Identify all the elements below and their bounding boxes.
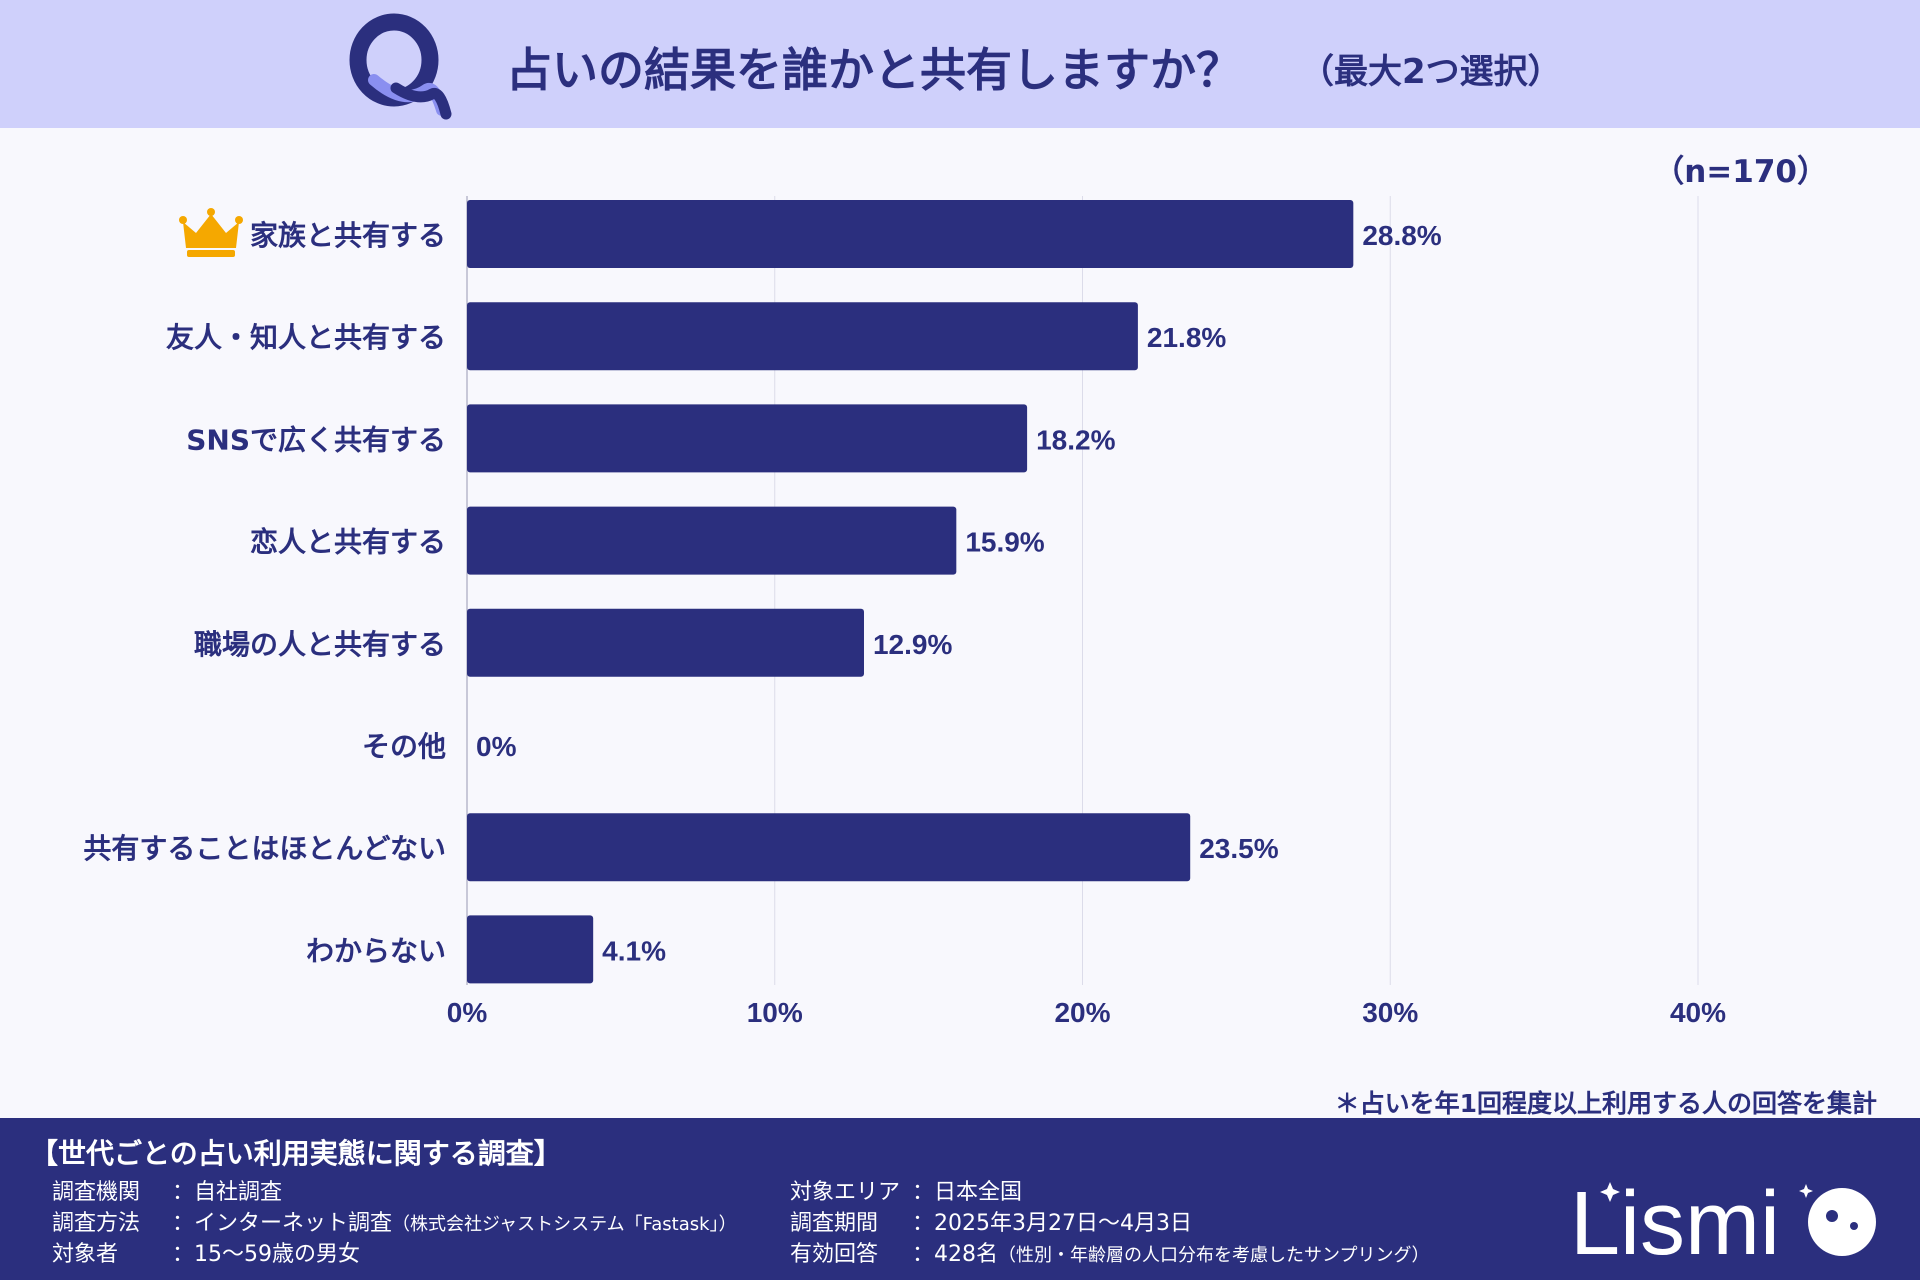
bar bbox=[467, 404, 1028, 473]
info-value: ：428名（性別・年齢層の人口分布を考慮したサンプリング） bbox=[912, 1242, 1430, 1267]
category-label: 職場の人と共有する bbox=[194, 628, 446, 661]
x-tick-label: 20% bbox=[1054, 997, 1110, 1028]
bar bbox=[467, 915, 594, 984]
info-value: ：インターネット調査（株式会社ジャストシステム「Fastask」） bbox=[172, 1211, 737, 1236]
value-label: 0% bbox=[476, 731, 517, 762]
value-label: 21.8% bbox=[1147, 322, 1226, 353]
bar bbox=[467, 608, 864, 677]
q-letter-icon bbox=[349, 13, 452, 120]
category-label: 友人・知人と共有する bbox=[166, 321, 446, 354]
value-label: 23.5% bbox=[1199, 833, 1278, 864]
value-label: 4.1% bbox=[602, 935, 666, 966]
x-tick-label: 0% bbox=[447, 997, 488, 1028]
x-tick-label: 10% bbox=[747, 997, 803, 1028]
category-label: 家族と共有する bbox=[250, 219, 446, 252]
info-key: 調査方法 bbox=[52, 1211, 141, 1236]
bar bbox=[467, 200, 1354, 268]
x-tick-label: 40% bbox=[1670, 997, 1726, 1028]
lismi-logo: Lismi bbox=[1570, 1174, 1876, 1270]
header-banner: 占いの結果を誰かと共有しますか？ （最大2つ選択） bbox=[0, 0, 1920, 128]
question-title: 占いの結果を誰かと共有しますか？ bbox=[506, 43, 1242, 97]
bar bbox=[467, 302, 1138, 371]
value-label: 12.9% bbox=[873, 629, 952, 660]
info-key: 調査機関 bbox=[52, 1180, 141, 1205]
category-label: その他 bbox=[362, 730, 446, 763]
info-key: 有効回答 bbox=[790, 1242, 879, 1267]
category-label: 共有することはほとんどない bbox=[83, 832, 446, 865]
question-subtitle: （最大2つ選択） bbox=[1300, 52, 1562, 92]
category-label: わからない bbox=[306, 934, 446, 967]
category-label: 恋人と共有する bbox=[250, 526, 446, 559]
sample-size: （n=170） bbox=[1653, 154, 1828, 190]
footnote: ＊占いを年1回程度以上利用する人の回答を集計 bbox=[1334, 1089, 1877, 1118]
info-key: 調査期間 bbox=[790, 1211, 879, 1236]
value-label: 28.8% bbox=[1362, 220, 1441, 251]
info-value: ：自社調査 bbox=[172, 1180, 283, 1205]
info-value: ：15〜59歳の男女 bbox=[172, 1242, 360, 1267]
info-key: 対象者 bbox=[52, 1242, 119, 1267]
crown-icon bbox=[179, 208, 243, 257]
bar bbox=[467, 813, 1191, 882]
bar-chart: 家族と共有する 28.8% 友人・知人と共有する 21.8% SNSで広く共有する 18.… bbox=[83, 196, 1726, 1028]
info-key: 対象エリア bbox=[790, 1180, 901, 1205]
value-label: 18.2% bbox=[1036, 424, 1115, 455]
category-label: SNSで広く共有する bbox=[186, 423, 446, 456]
value-label: 15.9% bbox=[965, 527, 1044, 558]
svg-text:Lismi: Lismi bbox=[1570, 1174, 1780, 1270]
bar bbox=[467, 506, 957, 575]
info-value: ：日本全国 bbox=[912, 1180, 1023, 1205]
x-tick-label: 30% bbox=[1362, 997, 1418, 1028]
footer-panel: 【世代ごとの占い利用実態に関する調査】 調査機関 ：自社調査 調査方法 ：インタ… bbox=[0, 1118, 1920, 1280]
survey-title: 【世代ごとの占い利用実態に関する調査】 bbox=[30, 1137, 562, 1170]
info-value: ：2025年3月27日〜4月3日 bbox=[912, 1211, 1192, 1236]
